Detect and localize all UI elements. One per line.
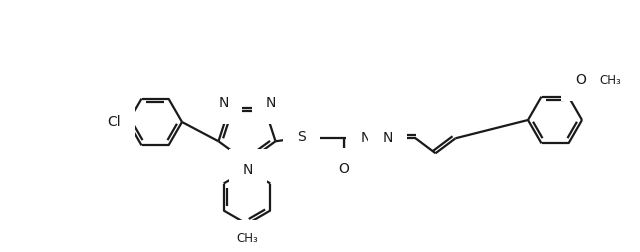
Text: S: S [297,130,306,144]
Text: N: N [243,163,253,177]
Text: N: N [218,96,228,110]
Text: N: N [360,131,371,145]
Text: N: N [382,131,393,145]
Text: CH₃: CH₃ [236,232,258,244]
Text: N: N [266,96,276,110]
Text: CH₃: CH₃ [600,74,621,87]
Text: H: H [362,123,371,136]
Text: O: O [338,162,349,176]
Text: O: O [575,73,586,87]
Text: Cl: Cl [107,115,121,129]
